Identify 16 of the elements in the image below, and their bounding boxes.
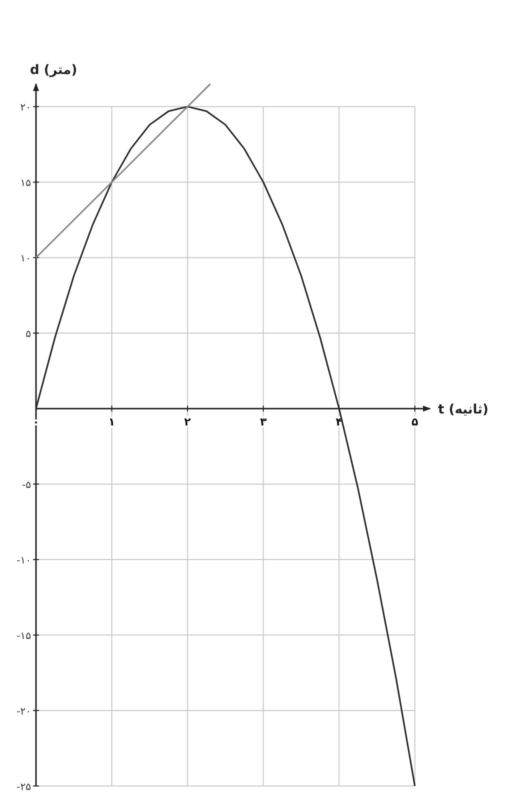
y-tick-label: ۱۰ [20,254,31,265]
x-tick-label: ۰ [32,416,40,429]
x-axis-title: t (ثانیه) [438,402,488,418]
x-tick-label: ۲ [184,416,192,429]
x-tick-label: ۳ [260,416,267,429]
y-tick-label: -۱۵ [16,631,31,642]
y-tick-label: ۲۰ [20,102,31,114]
y-tick-label: -۲۵ [16,782,31,793]
y-tick-label: ۵ [26,329,31,340]
y-axis-title: d (متر) [30,63,78,78]
x-tick-label: ۱ [108,416,116,429]
y-tick-label: ۱۵ [20,178,31,190]
y-tick-label: -۱۰ [16,556,31,567]
y-tick-label: -۵ [22,480,31,492]
y-tick-label: -۲۰ [16,706,31,718]
x-tick-label: ۵ [411,416,418,429]
